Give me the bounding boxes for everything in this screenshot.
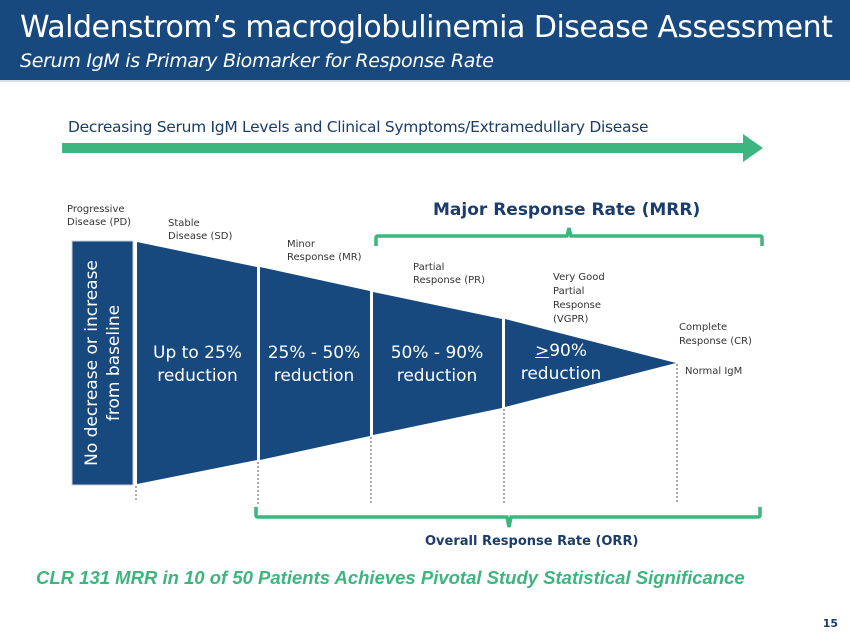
stage-label-pd: Progressive Disease (PD) xyxy=(67,203,131,229)
segment-value: 90% xyxy=(549,341,588,361)
segment-text-line: 50% - 90% xyxy=(390,343,484,363)
page-subtitle: Serum IgM is Primary Biomarker for Respo… xyxy=(20,50,494,72)
stage-label-line: Response (CR) xyxy=(679,336,752,347)
stage-label-line: Disease (SD) xyxy=(168,231,233,242)
segment-vgpr xyxy=(505,319,676,407)
stage-label-line: Minor xyxy=(287,239,315,250)
stage-label-line: Disease (PD) xyxy=(67,217,132,228)
stage-label-line: Partial xyxy=(413,262,445,273)
segment-pd-text-inner: No decrease or increase from baseline xyxy=(81,260,125,466)
mrr-bracket xyxy=(374,227,764,246)
stage-label-line: Response xyxy=(553,300,602,311)
header-divider xyxy=(0,80,850,82)
stage-label-line: Progressive xyxy=(67,204,125,215)
segment-pr xyxy=(373,292,502,435)
segment-text-line: reduction xyxy=(157,366,238,386)
greater-equal-symbol: > xyxy=(534,341,550,361)
stage-label-line: Partial xyxy=(553,286,585,297)
stage-label-line: (VGPR) xyxy=(553,314,589,325)
segment-sd-text: Up to 25% reduction xyxy=(140,342,255,388)
segment-text-line: 25% - 50% xyxy=(267,343,361,363)
header-bar xyxy=(0,0,850,80)
segment-text-line: from baseline xyxy=(103,304,124,422)
stage-label-sd: Stable Disease (SD) xyxy=(168,217,232,243)
stage-label-mr: Minor Response (MR) xyxy=(287,238,362,264)
segment-text-line: reduction xyxy=(396,366,478,386)
segment-mr-text: 25% - 50% reduction xyxy=(258,342,370,388)
segment-text-line: reduction xyxy=(520,364,602,384)
page-title: Waldenstrom’s macroglobulinemia Disease … xyxy=(20,10,833,45)
normal-igm-label: Normal IgM xyxy=(685,366,743,377)
page-number: 15 xyxy=(822,617,838,630)
orr-bracket xyxy=(254,507,762,528)
arrow-label: Decreasing Serum IgM Levels and Clinical… xyxy=(68,118,649,136)
stage-label-line: Response (PR) xyxy=(413,275,485,286)
stage-label-vgpr: Very Good Partial Response (VGPR) xyxy=(553,271,605,327)
mrr-label: Major Response Rate (MRR) xyxy=(433,200,701,220)
segment-pd-text: No decrease or increase from baseline xyxy=(72,241,133,485)
direction-arrow xyxy=(62,134,763,162)
guide-lines xyxy=(135,364,678,504)
segment-text-line: Up to 25% xyxy=(153,343,242,363)
segment-pr-text: 50% - 90% reduction xyxy=(372,342,502,388)
segment-text-line: No decrease or increase xyxy=(81,260,102,466)
stage-label-line: Response (MR) xyxy=(287,252,362,263)
stage-label-pr: Partial Response (PR) xyxy=(413,261,485,287)
segment-pd xyxy=(71,240,134,486)
segment-mr xyxy=(260,267,370,460)
arrow-head-icon xyxy=(743,134,763,162)
stage-label-cr: Complete Response (CR) xyxy=(679,321,752,349)
stage-label-line: Stable xyxy=(168,218,200,229)
stage-label-line: Very Good xyxy=(553,272,605,283)
segment-text-line: >90% xyxy=(505,340,617,363)
footer-statement: CLR 131 MRR in 10 of 50 Patients Achieve… xyxy=(36,567,745,588)
segment-vgpr-text: >90% reduction xyxy=(505,340,617,386)
orr-label: Overall Response Rate (ORR) xyxy=(425,534,639,549)
arrow-shaft xyxy=(62,143,745,153)
stage-label-line: Complete xyxy=(679,322,728,333)
segment-text-line: reduction xyxy=(273,366,355,386)
segment-sd xyxy=(137,242,257,484)
